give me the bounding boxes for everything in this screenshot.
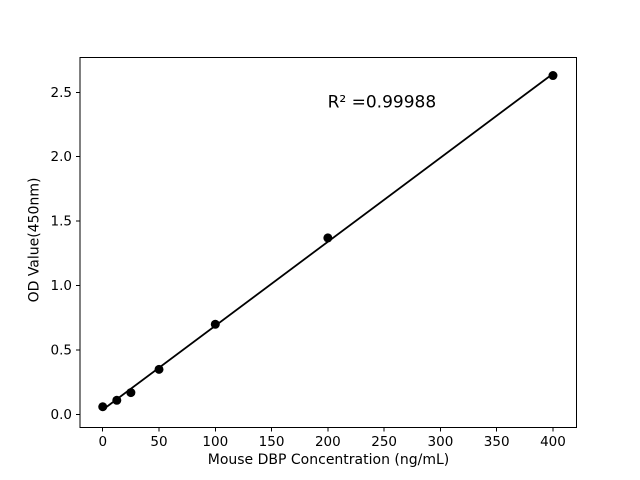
x-axis-label: Mouse DBP Concentration (ng/mL) (207, 452, 450, 468)
y-axis-label: OD Value(450nm) (26, 177, 43, 303)
x-tick-label: 300 (428, 434, 454, 450)
x-tick-label: 0 (98, 434, 107, 450)
y-tick-label: 2.0 (51, 149, 72, 165)
x-tick-label: 350 (484, 434, 510, 450)
y-tick-label: 0.0 (51, 407, 72, 423)
data-point (112, 395, 122, 405)
x-tick-label: 400 (540, 434, 566, 450)
data-point (154, 364, 164, 374)
y-tick-label: 0.5 (51, 343, 72, 359)
data-point (98, 402, 108, 412)
data-point (210, 319, 220, 329)
data-point (126, 388, 136, 398)
y-tick-label: 2.5 (51, 85, 72, 101)
x-tick-label: 50 (150, 434, 167, 450)
x-tick-label: 250 (371, 434, 397, 450)
x-tick-label: 200 (315, 434, 341, 450)
r-squared-annotation: R² =0.99988 (327, 92, 437, 113)
y-tick-label: 1.0 (51, 278, 72, 294)
x-tick-label: 100 (202, 434, 228, 450)
data-point (548, 71, 558, 81)
data-point (323, 233, 333, 243)
x-tick-label: 150 (259, 434, 285, 450)
y-tick-label: 1.5 (51, 214, 72, 230)
